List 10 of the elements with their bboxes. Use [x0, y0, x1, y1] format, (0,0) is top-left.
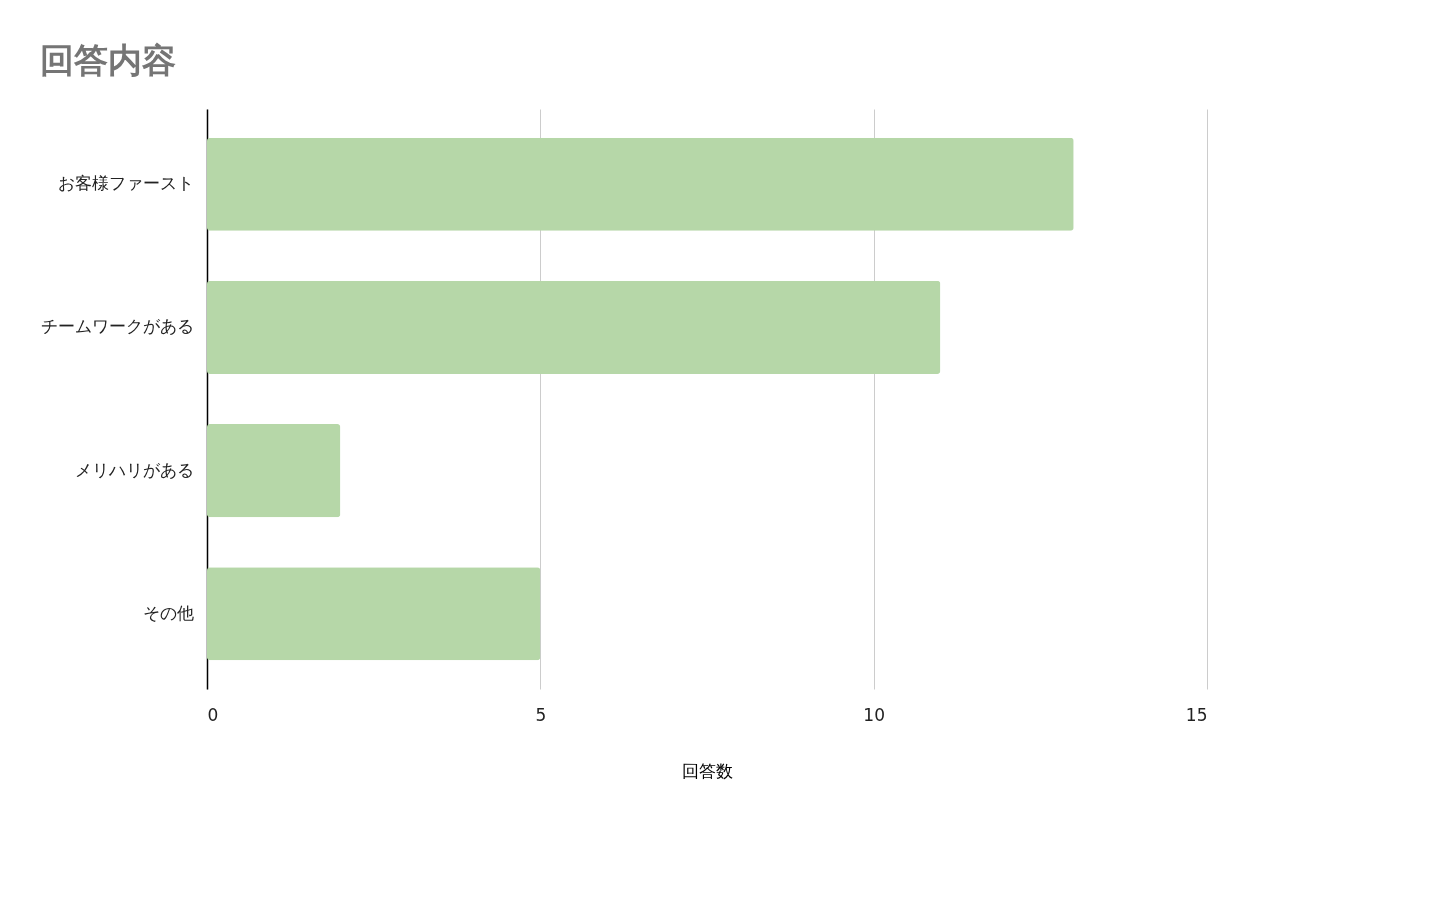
- y-tick-label: その他: [142, 602, 194, 623]
- y-tick-label: メリハリがある: [74, 459, 194, 480]
- x-tick-label: 10: [863, 704, 885, 725]
- y-tick-label: お客様ファースト: [57, 173, 194, 194]
- x-tick-label: 0: [207, 704, 219, 725]
- x-axis-title: 回答数: [682, 760, 733, 781]
- x-tick-label: 5: [535, 704, 547, 725]
- y-tick-label: チームワークがある: [40, 316, 194, 337]
- chart-title: 回答内容: [40, 40, 176, 80]
- x-tick-label: 15: [1185, 704, 1208, 725]
